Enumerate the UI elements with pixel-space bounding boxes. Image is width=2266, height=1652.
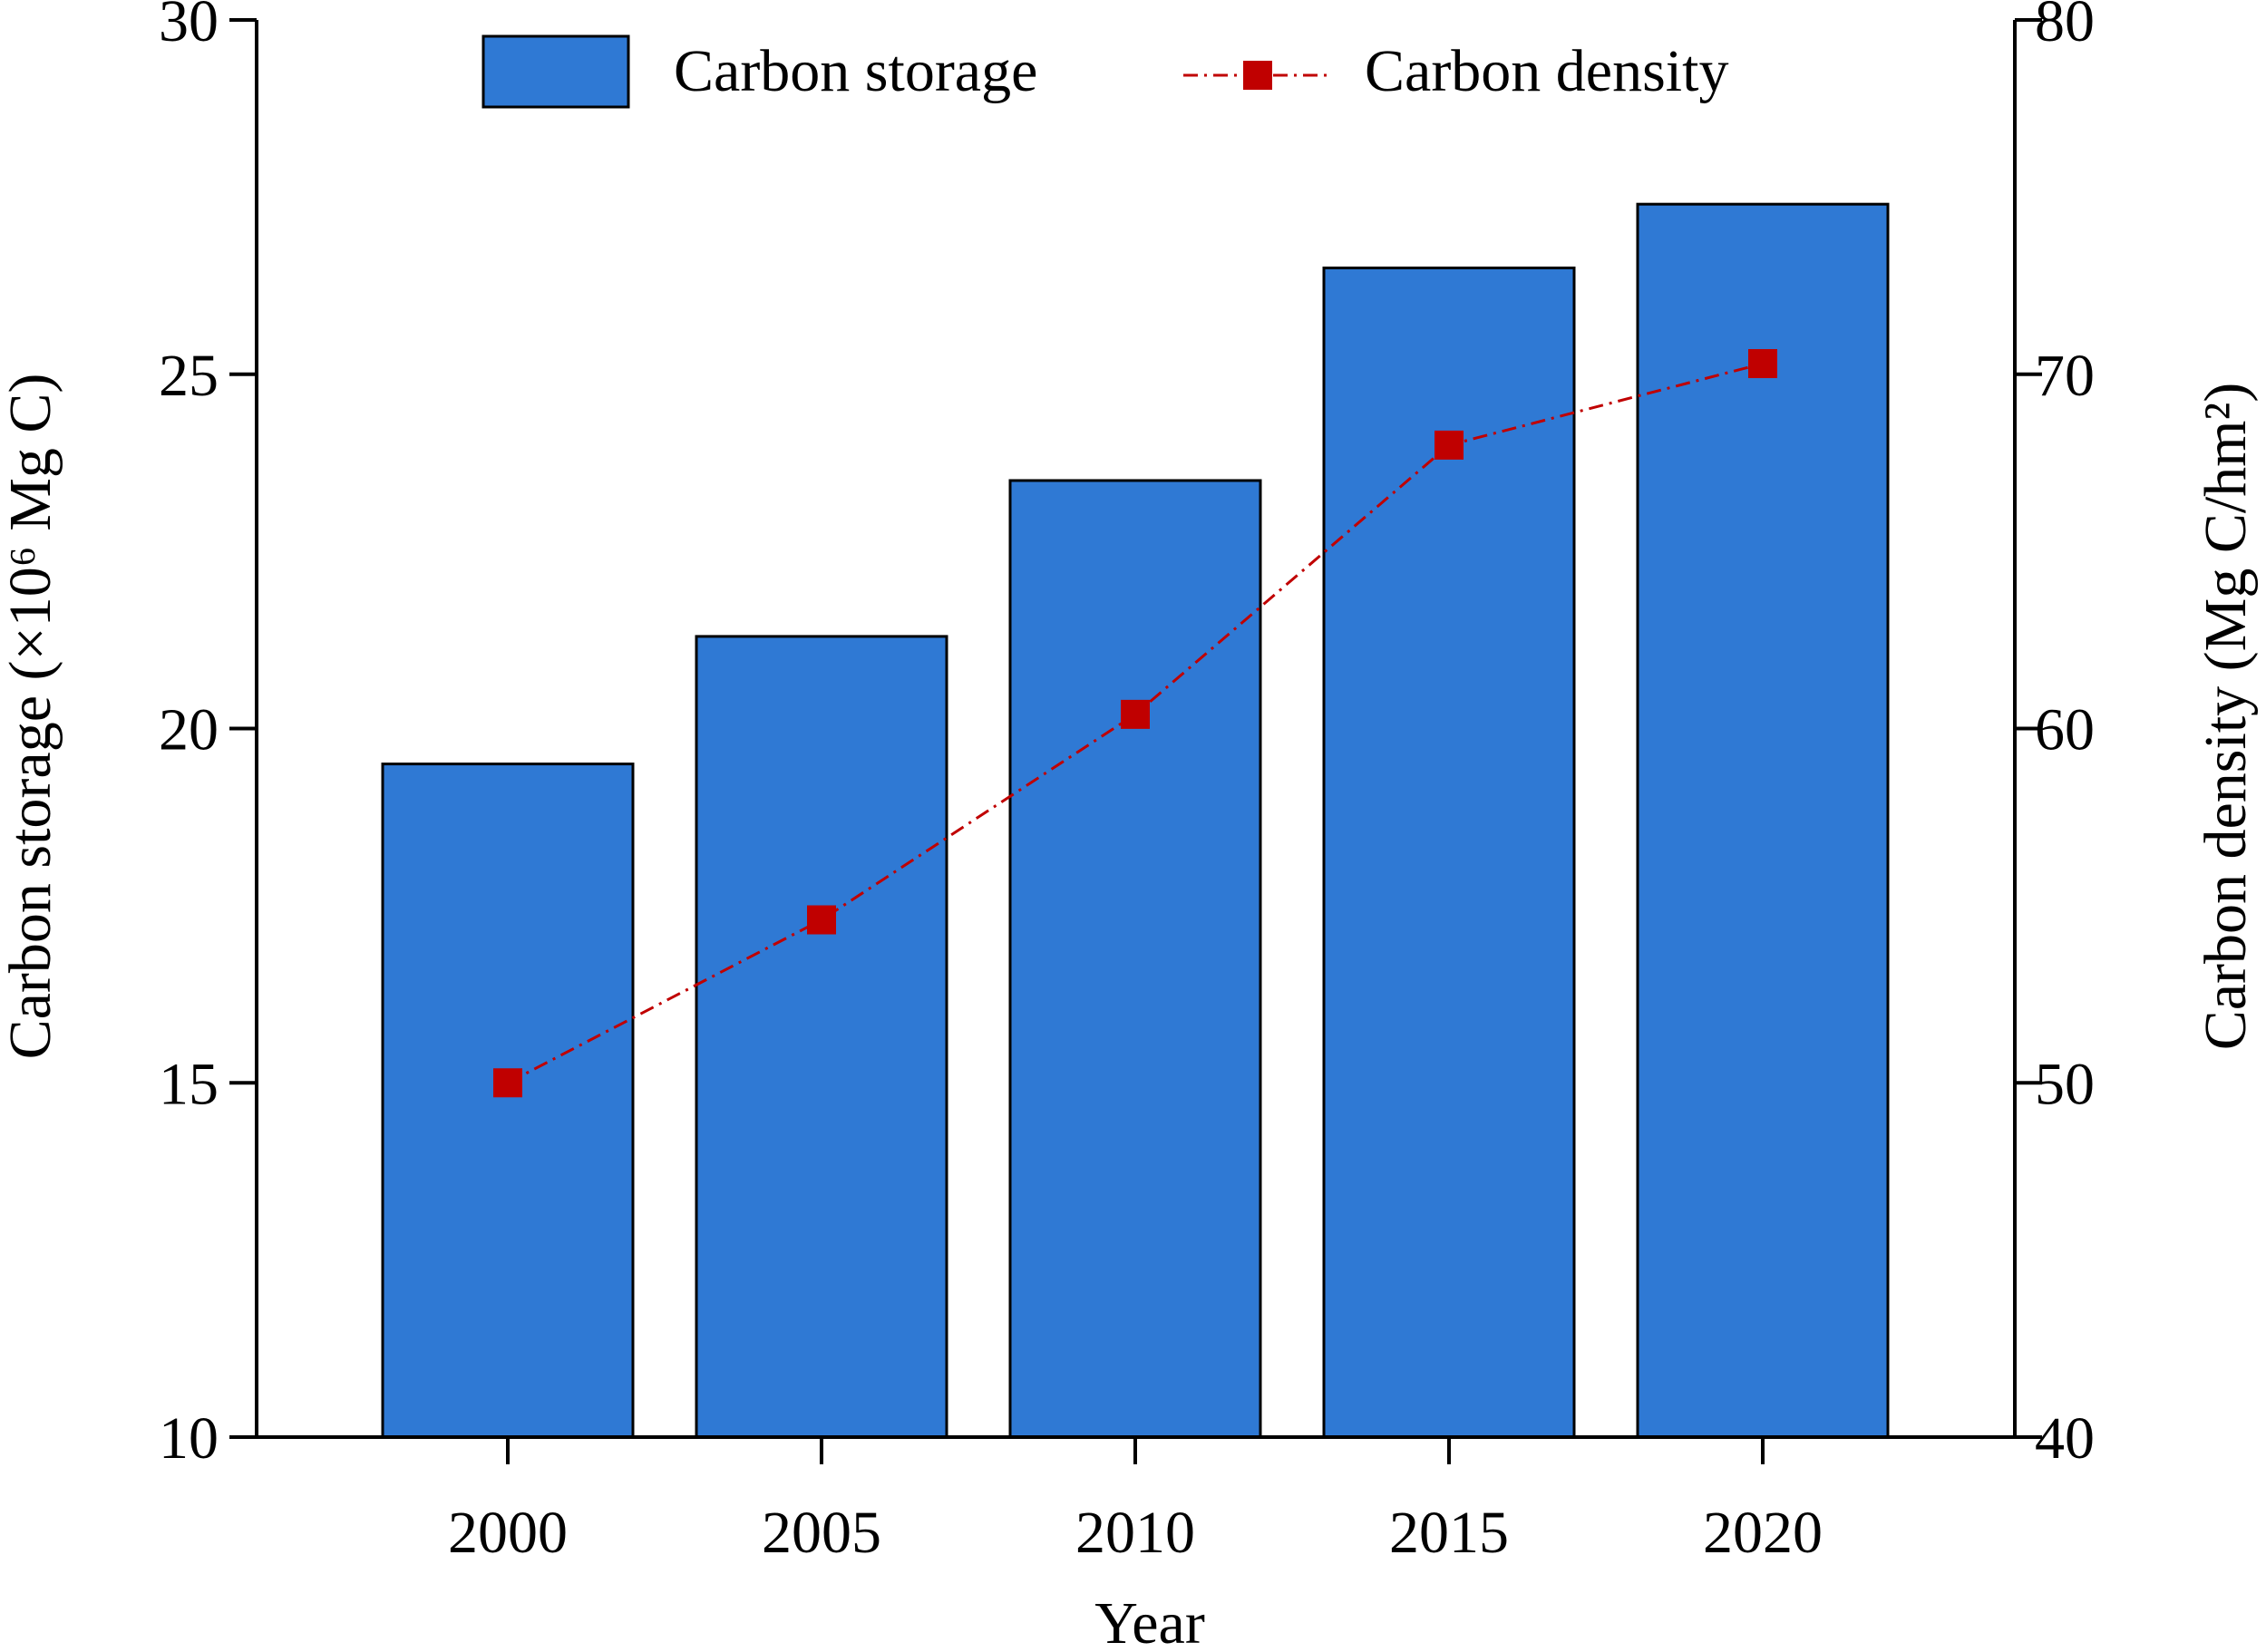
density-point-2010 bbox=[1121, 699, 1150, 729]
x-tick-label-2020: 2020 bbox=[1703, 1500, 1823, 1566]
x-tick-label-2010: 2010 bbox=[1075, 1500, 1195, 1566]
y-right-tick-label: 50 bbox=[2035, 1051, 2095, 1117]
y-left-tick-label: 15 bbox=[159, 1051, 219, 1117]
bar-2015 bbox=[1322, 267, 1576, 1439]
y-right-tick-label: 70 bbox=[2035, 343, 2095, 409]
y-right-tick-label: 80 bbox=[2035, 0, 2095, 54]
bar-2010 bbox=[1008, 479, 1262, 1439]
density-point-2000 bbox=[493, 1068, 522, 1098]
x-tick-label-2005: 2005 bbox=[762, 1500, 881, 1566]
axes-layer: 10 15 20 25 30 40 50 60 70 80 2000 2005 2010 2015 2020 bbox=[159, 0, 2095, 1566]
density-point-2015 bbox=[1434, 430, 1464, 460]
y-left-tick-label: 30 bbox=[159, 0, 219, 54]
bar-2005 bbox=[695, 635, 948, 1439]
y-left-tick-label: 25 bbox=[159, 343, 219, 409]
legend-label-carbon-storage: Carbon storage bbox=[674, 38, 1037, 104]
x-tick-label-2000: 2000 bbox=[448, 1500, 568, 1566]
y-right-tick-label: 60 bbox=[2035, 697, 2095, 763]
y-right-tick-label: 40 bbox=[2035, 1405, 2095, 1472]
legend-swatch-carbon-storage bbox=[481, 34, 630, 109]
x-axis-title: Year bbox=[1094, 1590, 1205, 1647]
legend-marker-carbon-density bbox=[1243, 61, 1272, 90]
legend-label-carbon-density: Carbon density bbox=[1365, 38, 1728, 104]
density-line-layer bbox=[493, 349, 1777, 1098]
x-tick-label-2015: 2015 bbox=[1389, 1500, 1509, 1566]
y-left-tick-label: 10 bbox=[159, 1405, 219, 1472]
density-point-2020 bbox=[1748, 349, 1777, 379]
bars-layer bbox=[381, 202, 1890, 1439]
density-point-2005 bbox=[807, 905, 836, 935]
y-left-tick-label: 20 bbox=[159, 697, 219, 763]
legend: Carbon storage Carbon density bbox=[481, 34, 1728, 109]
y-axis-title-left: Carbon storage (×10⁶ Mg C) bbox=[0, 374, 63, 1060]
bar-2000 bbox=[381, 763, 635, 1439]
bar-2020 bbox=[1636, 202, 1890, 1439]
y-axis-title-right: Carbon density (Mg C/hm²) bbox=[2193, 383, 2259, 1051]
